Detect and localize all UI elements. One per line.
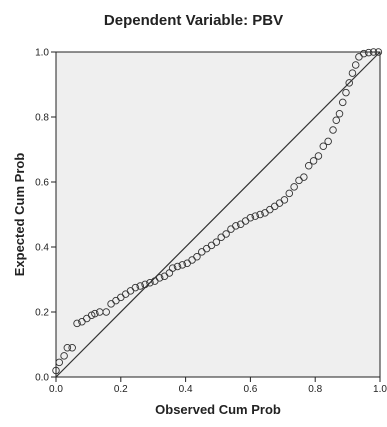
data-point — [73, 319, 81, 328]
x-tick-label: 0.0 — [49, 384, 63, 395]
y-tick-label: 1.0 — [35, 48, 49, 59]
data-point — [314, 152, 323, 160]
data-point — [280, 196, 289, 204]
data-point — [285, 189, 294, 198]
plot-frame — [55, 51, 381, 378]
y-tick-label: 0.2 — [35, 308, 49, 319]
data-point — [290, 183, 298, 191]
data-point — [256, 210, 264, 219]
y-tick-label: 0.4 — [35, 243, 49, 254]
data-point — [136, 282, 144, 290]
data-point — [338, 98, 347, 107]
data-point — [102, 308, 110, 316]
x-axis-title: Observed Cum Prob — [155, 402, 281, 417]
data-point — [60, 352, 68, 360]
reference-line — [55, 51, 381, 378]
data-point — [335, 109, 344, 118]
data-point — [131, 283, 140, 292]
data-point — [304, 161, 313, 170]
data-point — [141, 280, 149, 289]
data-point — [63, 344, 72, 352]
y-tick-label: 0.6 — [35, 178, 49, 189]
data-point — [212, 238, 221, 246]
data-point — [351, 61, 360, 69]
data-point — [360, 49, 368, 58]
x-tick-label: 0.4 — [179, 384, 193, 395]
data-point — [319, 142, 328, 150]
data-point — [146, 279, 154, 287]
data-point — [222, 230, 230, 238]
data-point — [348, 69, 357, 77]
y-tick-label: 0.0 — [35, 373, 49, 384]
data-point — [324, 137, 332, 146]
data-point — [193, 252, 201, 261]
data-point — [329, 126, 337, 134]
data-point — [91, 309, 99, 318]
data-point — [300, 173, 308, 181]
y-axis-title: Expected Cum Prob — [12, 153, 27, 277]
data-point — [155, 274, 164, 282]
data-point — [345, 79, 353, 87]
x-tick-label: 0.2 — [114, 384, 128, 395]
data-point — [342, 88, 350, 97]
data-point — [309, 157, 318, 165]
data-point — [68, 344, 76, 352]
data-point — [251, 212, 260, 220]
data-point — [178, 261, 187, 269]
x-tick-label: 1.0 — [373, 384, 387, 395]
data-point — [173, 262, 182, 271]
data-point — [168, 264, 177, 272]
data-point — [232, 222, 240, 230]
chart-title: Dependent Variable: PBV — [103, 12, 284, 29]
x-tick-label: 0.8 — [308, 384, 322, 395]
x-tick-label: 0.6 — [243, 384, 257, 395]
y-tick-label: 0.8 — [35, 113, 49, 124]
data-point — [246, 213, 255, 222]
data-point — [332, 116, 341, 124]
data-point — [364, 48, 373, 57]
